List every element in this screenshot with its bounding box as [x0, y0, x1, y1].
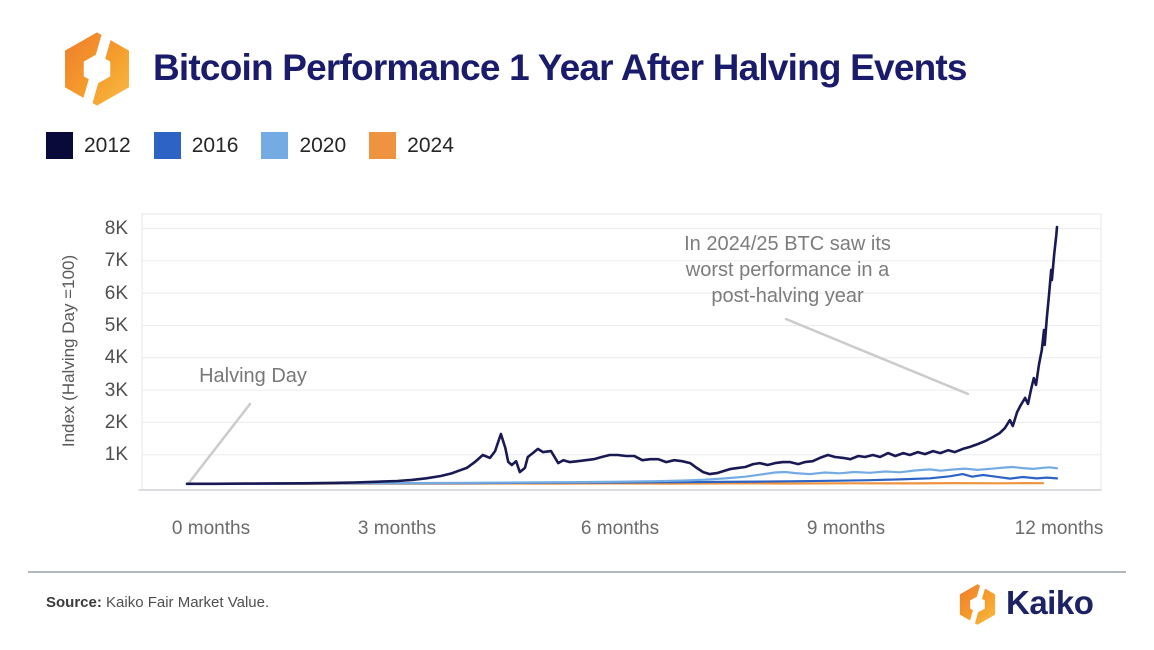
- y-tick-label: 3K: [104, 380, 128, 401]
- annotation-2024-note: In 2024/25 BTC saw its worst performance…: [645, 231, 930, 309]
- annotation-halving-day: Halving Day: [199, 365, 307, 387]
- y-tick-label: 2K: [104, 412, 128, 433]
- footer-divider: [28, 571, 1126, 573]
- legend-item-label: 2012: [84, 134, 131, 157]
- source-note: Source: Kaiko Fair Market Value.: [46, 594, 269, 611]
- legend-item-2020: 2020: [261, 132, 346, 159]
- annotation-line: In 2024/25 BTC saw its: [684, 233, 891, 255]
- x-axis-label: 9 months: [806, 518, 886, 539]
- callout-line: [186, 402, 252, 486]
- source-text: Kaiko Fair Market Value.: [101, 594, 270, 611]
- x-axis-label: 3 months: [357, 518, 437, 539]
- x-axis-label: 12 months: [1014, 518, 1104, 539]
- callout-line: [784, 317, 970, 396]
- legend-item-label: 2016: [191, 134, 239, 157]
- source-label: Source:: [46, 594, 102, 611]
- legend-item-label: 2024: [407, 134, 454, 157]
- y-tick-label: 4K: [104, 347, 128, 368]
- legend-swatch-2024: [369, 132, 397, 159]
- legend-item-label: 2020: [299, 134, 347, 157]
- legend-item-2024: 2024: [369, 132, 454, 159]
- annotation-line: post-halving year: [711, 285, 864, 307]
- y-tick-label: 8K: [104, 218, 128, 239]
- series-line-2012: [185, 225, 1059, 486]
- kaiko-logo-icon: [65, 30, 129, 108]
- legend-swatch-2020: [261, 132, 289, 159]
- x-axis-label: 0 months: [171, 518, 251, 539]
- legend: 2012 2016 2020 2024: [46, 132, 454, 159]
- legend-item-2012: 2012: [46, 132, 131, 159]
- legend-item-2016: 2016: [153, 132, 239, 159]
- legend-swatch-2016: [153, 132, 181, 159]
- annotation-line: worst performance in a: [685, 259, 890, 281]
- y-tick-label: 6K: [104, 283, 128, 304]
- page-title: Bitcoin Performance 1 Year After Halving…: [153, 47, 968, 88]
- legend-swatch-2012: [46, 132, 73, 159]
- y-tick-label: 1K: [104, 444, 128, 465]
- kaiko-wordmark: Kaiko: [1006, 584, 1094, 621]
- series-line-2020: [185, 465, 1059, 485]
- kaiko-footer-logo-icon: [959, 583, 996, 626]
- x-axis-label: 6 months: [580, 518, 660, 539]
- y-tick-label: 7K: [104, 250, 128, 271]
- y-tick-label: 5K: [104, 315, 128, 336]
